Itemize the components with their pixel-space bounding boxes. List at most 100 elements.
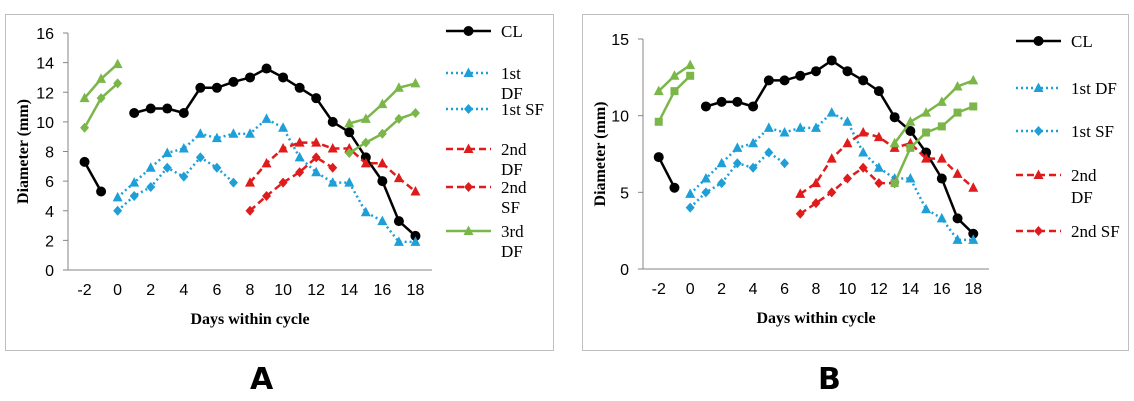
chart-b-series-line — [657, 156, 676, 189]
chart-b-data-point — [795, 122, 806, 132]
chart-b-data-point — [858, 127, 869, 137]
chart-a-data-point — [162, 147, 173, 157]
chart-a-data-point — [344, 127, 355, 138]
chart-a-x-tick-label: 16 — [373, 282, 391, 299]
chart-b-data-point — [732, 96, 743, 107]
chart-b-x-tick-label: -2 — [652, 281, 666, 298]
chart-a-data-point — [328, 162, 338, 173]
chart-a-y-axis-title: Diameter (mm) — [15, 99, 32, 204]
chart-a-x-tick-label: 6 — [212, 282, 221, 299]
chart-b-data-point — [764, 147, 774, 158]
chart-a-svg: 0 2 4 6 8 10 12 14 16 -2 0 2 4 6 8 10 12 14 16 18 Days withi… — [15, 22, 544, 328]
chart-b-data-point — [921, 153, 932, 163]
chart-b-data-point — [780, 158, 790, 169]
chart-b-data-point — [936, 173, 947, 184]
chart-b-data-point — [779, 75, 790, 86]
chart-a-data-point — [162, 103, 173, 114]
chart-b-data-point — [811, 66, 821, 77]
chart-a-data-point — [178, 107, 189, 118]
chart-b-legend-marker — [1034, 226, 1043, 236]
chart-a-legend-marker — [463, 225, 474, 235]
chart-a-data-point — [311, 166, 322, 177]
chart-a-x-tick-label: 10 — [274, 282, 292, 299]
chart-a-legend-marker — [463, 67, 474, 77]
chart-b-x-tick-label: 6 — [780, 281, 789, 298]
chart-b-y-tick-label: 15 — [611, 32, 629, 49]
chart-b-data-point — [921, 107, 932, 117]
chart-a-data-point — [311, 152, 321, 163]
chart-b-data-point — [936, 96, 947, 106]
chart-b-data-point — [905, 173, 916, 183]
chart-b-series-3 — [795, 127, 979, 198]
chart-b-series-5 — [653, 59, 979, 148]
chart-b-data-point — [653, 152, 664, 163]
chart-b-series-0 — [653, 55, 979, 239]
chart-a-x-tick-label: 12 — [307, 282, 325, 299]
chart-a-x-tick-label: 2 — [146, 282, 155, 299]
chart-a-data-point — [377, 176, 388, 187]
chart-a-data-point — [96, 93, 106, 104]
chart-a-data-point — [278, 143, 289, 153]
chart-a-series-4 — [245, 152, 338, 216]
chart-b-x-tick-label: 18 — [964, 281, 982, 298]
chart-b-x-axis-title: Days within cycle — [756, 310, 875, 327]
chart-a-data-point — [327, 116, 338, 127]
chart-b-data-point — [873, 162, 884, 172]
chart-a-data-point — [262, 190, 272, 201]
chart-a-y-tick-label: 16 — [36, 26, 54, 43]
chart-b-data-point — [858, 146, 869, 157]
chart-a-y-tick-label: 4 — [45, 204, 54, 221]
chart-b-data-point — [732, 158, 742, 169]
chart-b-data-point — [779, 127, 790, 137]
chart-a-data-point — [195, 82, 206, 93]
chart-a-data-point — [245, 177, 255, 187]
chart-b-legend-label: 2nd SF — [1071, 222, 1120, 241]
chart-a-data-point — [245, 72, 255, 83]
chart-b-series-line — [657, 74, 692, 123]
chart-a-data-point — [212, 162, 222, 173]
chart-a-data-point — [261, 157, 272, 168]
chart-b-data-point — [811, 198, 821, 209]
chart-a-x-tick-label: 0 — [113, 282, 122, 299]
chart-a-data-point — [394, 113, 404, 124]
chart-a-data-point — [278, 122, 289, 132]
chart-a-x-tick-label: -2 — [77, 282, 91, 299]
chart-b-data-point — [952, 168, 963, 178]
chart-a-series-line — [83, 82, 119, 129]
chart-a-data-point — [360, 206, 371, 217]
chart-a-data-point — [327, 143, 338, 153]
chart-a-data-point — [261, 63, 272, 74]
chart-a-data-point — [294, 82, 305, 93]
chart-b-data-point — [952, 81, 963, 91]
chart-a-data-point — [112, 58, 123, 69]
chart-b-data-point — [890, 179, 899, 188]
chart-b-legend-marker — [1034, 126, 1043, 136]
chart-b-x-tick-label: 4 — [749, 281, 758, 298]
chart-b-y-tick-label: 10 — [611, 109, 629, 126]
chart-b-data-point — [763, 122, 774, 132]
chart-b-data-point — [858, 162, 868, 173]
chart-b-legend-label: 2nd — [1071, 166, 1097, 185]
chart-b-legend-label: CL — [1071, 32, 1093, 51]
chart-b-series-line — [705, 58, 975, 235]
chart-a-legend-label: 2nd — [501, 178, 527, 197]
chart-a-data-point — [145, 103, 156, 114]
chart-b-data-point — [716, 96, 727, 107]
chart-a-data-point — [410, 230, 421, 241]
chart-b-series-2 — [685, 147, 790, 213]
chart-a-y-tick-label: 12 — [36, 85, 54, 102]
chart-b-data-point — [811, 122, 821, 132]
chart-b-legend-marker — [1033, 36, 1044, 46]
chart-a-data-point — [327, 177, 338, 187]
chart-a-legend-label: DF — [501, 84, 523, 103]
chart-b-data-point — [873, 86, 884, 97]
chart-a-data-point — [145, 162, 156, 172]
chart-a-data-point — [162, 162, 172, 173]
chart-b-data-point — [795, 188, 806, 198]
chart-b-data-point — [716, 157, 727, 168]
chart-a-y-tick-label: 2 — [45, 233, 54, 250]
chart-a-series-0 — [79, 63, 421, 241]
chart-a-data-point — [80, 122, 90, 133]
chart-a-data-point — [377, 215, 388, 226]
chart-a-data-point — [294, 137, 305, 147]
